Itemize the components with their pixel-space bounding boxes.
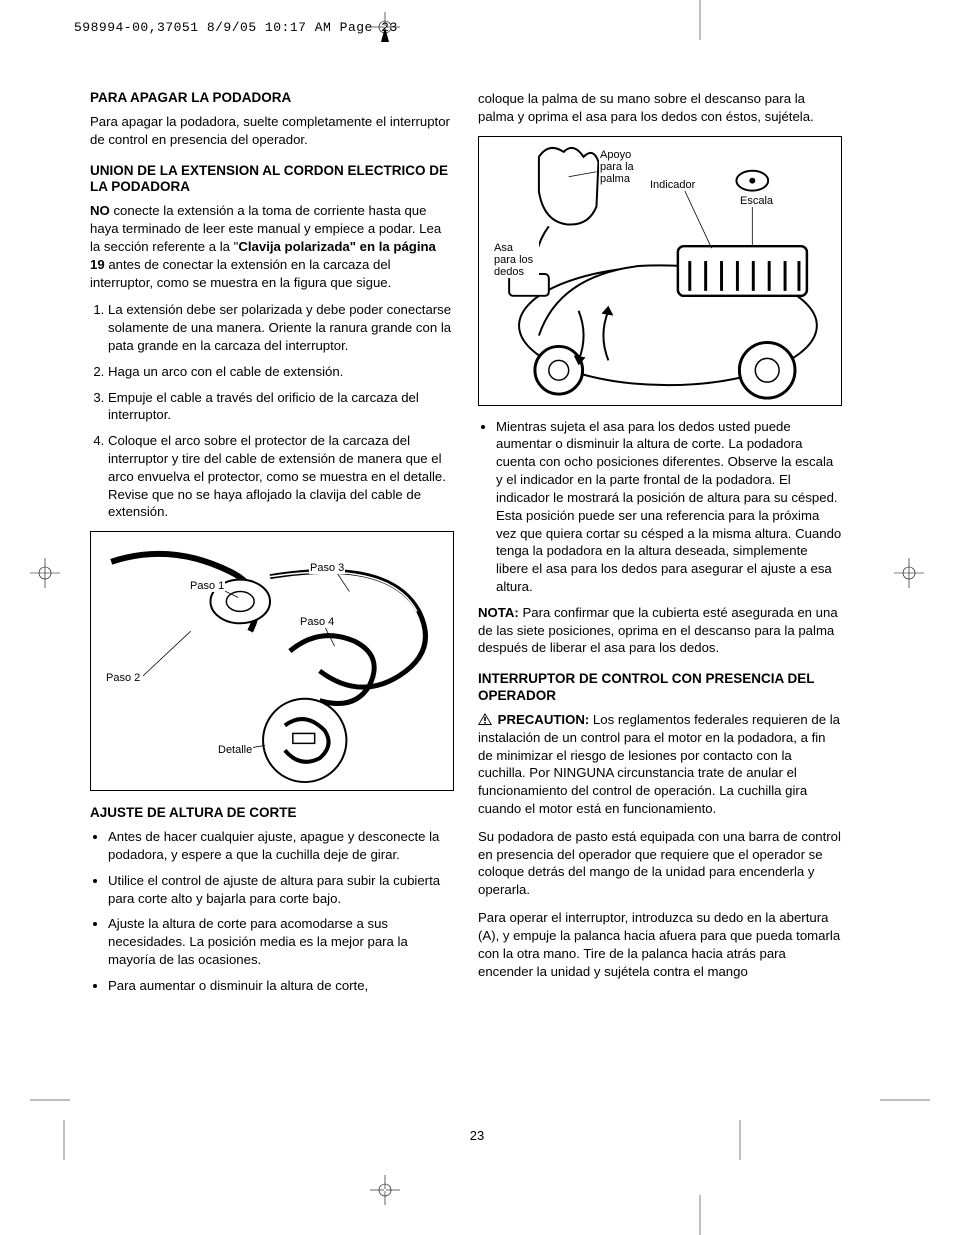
label-paso4: Paso 4	[299, 616, 335, 628]
step-3: Empuje el cable a través del orificio de…	[108, 389, 454, 425]
label-paso1: Paso 1	[189, 580, 225, 592]
label-apoyo: Apoyo para la palma	[599, 149, 649, 185]
figure-a-illustration	[91, 532, 453, 790]
heading-apagar: PARA APAGAR LA PODADORA	[90, 90, 454, 107]
extension-steps-list: La extensión debe ser polarizada y debe …	[90, 301, 454, 521]
heading-union-extension: UNION DE LA EXTENSION AL CORDON ELECTRIC…	[90, 163, 454, 197]
label-paso2: Paso 2	[105, 672, 141, 684]
figure-cord-attachment: Paso 1 Paso 2 Paso 3 Paso 4 Detalle	[90, 531, 454, 791]
para-precaution: PRECAUTION: Los reglamentos federales re…	[478, 711, 842, 818]
label-paso3: Paso 3	[309, 562, 345, 574]
nota-label: NOTA:	[478, 605, 519, 620]
left-reg-mark	[30, 558, 60, 588]
ajuste-item-2: Utilice el control de ajuste de altura p…	[108, 872, 454, 908]
precaution-body: Los reglamentos federales requieren de l…	[478, 712, 840, 816]
right-reg-mark	[894, 558, 924, 588]
para-continue-top: coloque la palma de su mano sobre el des…	[478, 90, 842, 126]
ajuste-list: Antes de hacer cualquier ajuste, apague …	[90, 828, 454, 995]
label-detalle: Detalle	[217, 744, 253, 756]
left-column: PARA APAGAR LA PODADORA Para apagar la p…	[90, 90, 454, 1003]
heading-interruptor: INTERRUPTOR DE CONTROL CON PRESENCIA DEL…	[478, 671, 842, 705]
height-bullet-1: Mientras sujeta el asa para los dedos us…	[496, 418, 842, 596]
print-header: 598994-00,37051 8/9/05 10:17 AM Page 23	[74, 20, 398, 35]
step-4: Coloque el arco sobre el protector de la…	[108, 432, 454, 521]
para-apagar: Para apagar la podadora, suelte completa…	[90, 113, 454, 149]
precaution-label: PRECAUTION:	[498, 712, 590, 727]
step-1: La extensión debe ser polarizada y debe …	[108, 301, 454, 354]
page-content: PARA APAGAR LA PODADORA Para apagar la p…	[90, 90, 842, 1003]
nota-body: Para confirmar que la cubierta esté aseg…	[478, 605, 838, 656]
union-text-b: antes de conectar la extensión en la car…	[90, 257, 391, 290]
figure-height-adjust: Apoyo para la palma Indicador Escala Asa…	[478, 136, 842, 406]
page-number: 23	[0, 1128, 954, 1143]
warning-icon	[478, 713, 492, 726]
ajuste-item-4: Para aumentar o disminuir la altura de c…	[108, 977, 454, 995]
para-union-intro: NO conecte la extensión a la toma de cor…	[90, 202, 454, 291]
ajuste-item-1: Antes de hacer cualquier ajuste, apague …	[108, 828, 454, 864]
ajuste-item-3: Ajuste la altura de corte para acomodars…	[108, 915, 454, 968]
heading-ajuste-altura: AJUSTE DE ALTURA DE CORTE	[90, 805, 454, 822]
label-indicador: Indicador	[649, 179, 696, 191]
para-nota: NOTA: Para confirmar que la cubierta est…	[478, 604, 842, 657]
para-operator-bar: Su podadora de pasto está equipada con u…	[478, 828, 842, 899]
bottom-center-reg-mark	[370, 1175, 400, 1205]
right-column: coloque la palma de su mano sobre el des…	[478, 90, 842, 1003]
step-2: Haga un arco con el cable de extensión.	[108, 363, 454, 381]
label-escala: Escala	[739, 195, 774, 207]
label-asa: Asa para los dedos	[493, 242, 539, 278]
height-bullet-list: Mientras sujeta el asa para los dedos us…	[478, 418, 842, 596]
no-bold: NO	[90, 203, 110, 218]
para-operate-switch: Para operar el interruptor, introduzca s…	[478, 909, 842, 980]
